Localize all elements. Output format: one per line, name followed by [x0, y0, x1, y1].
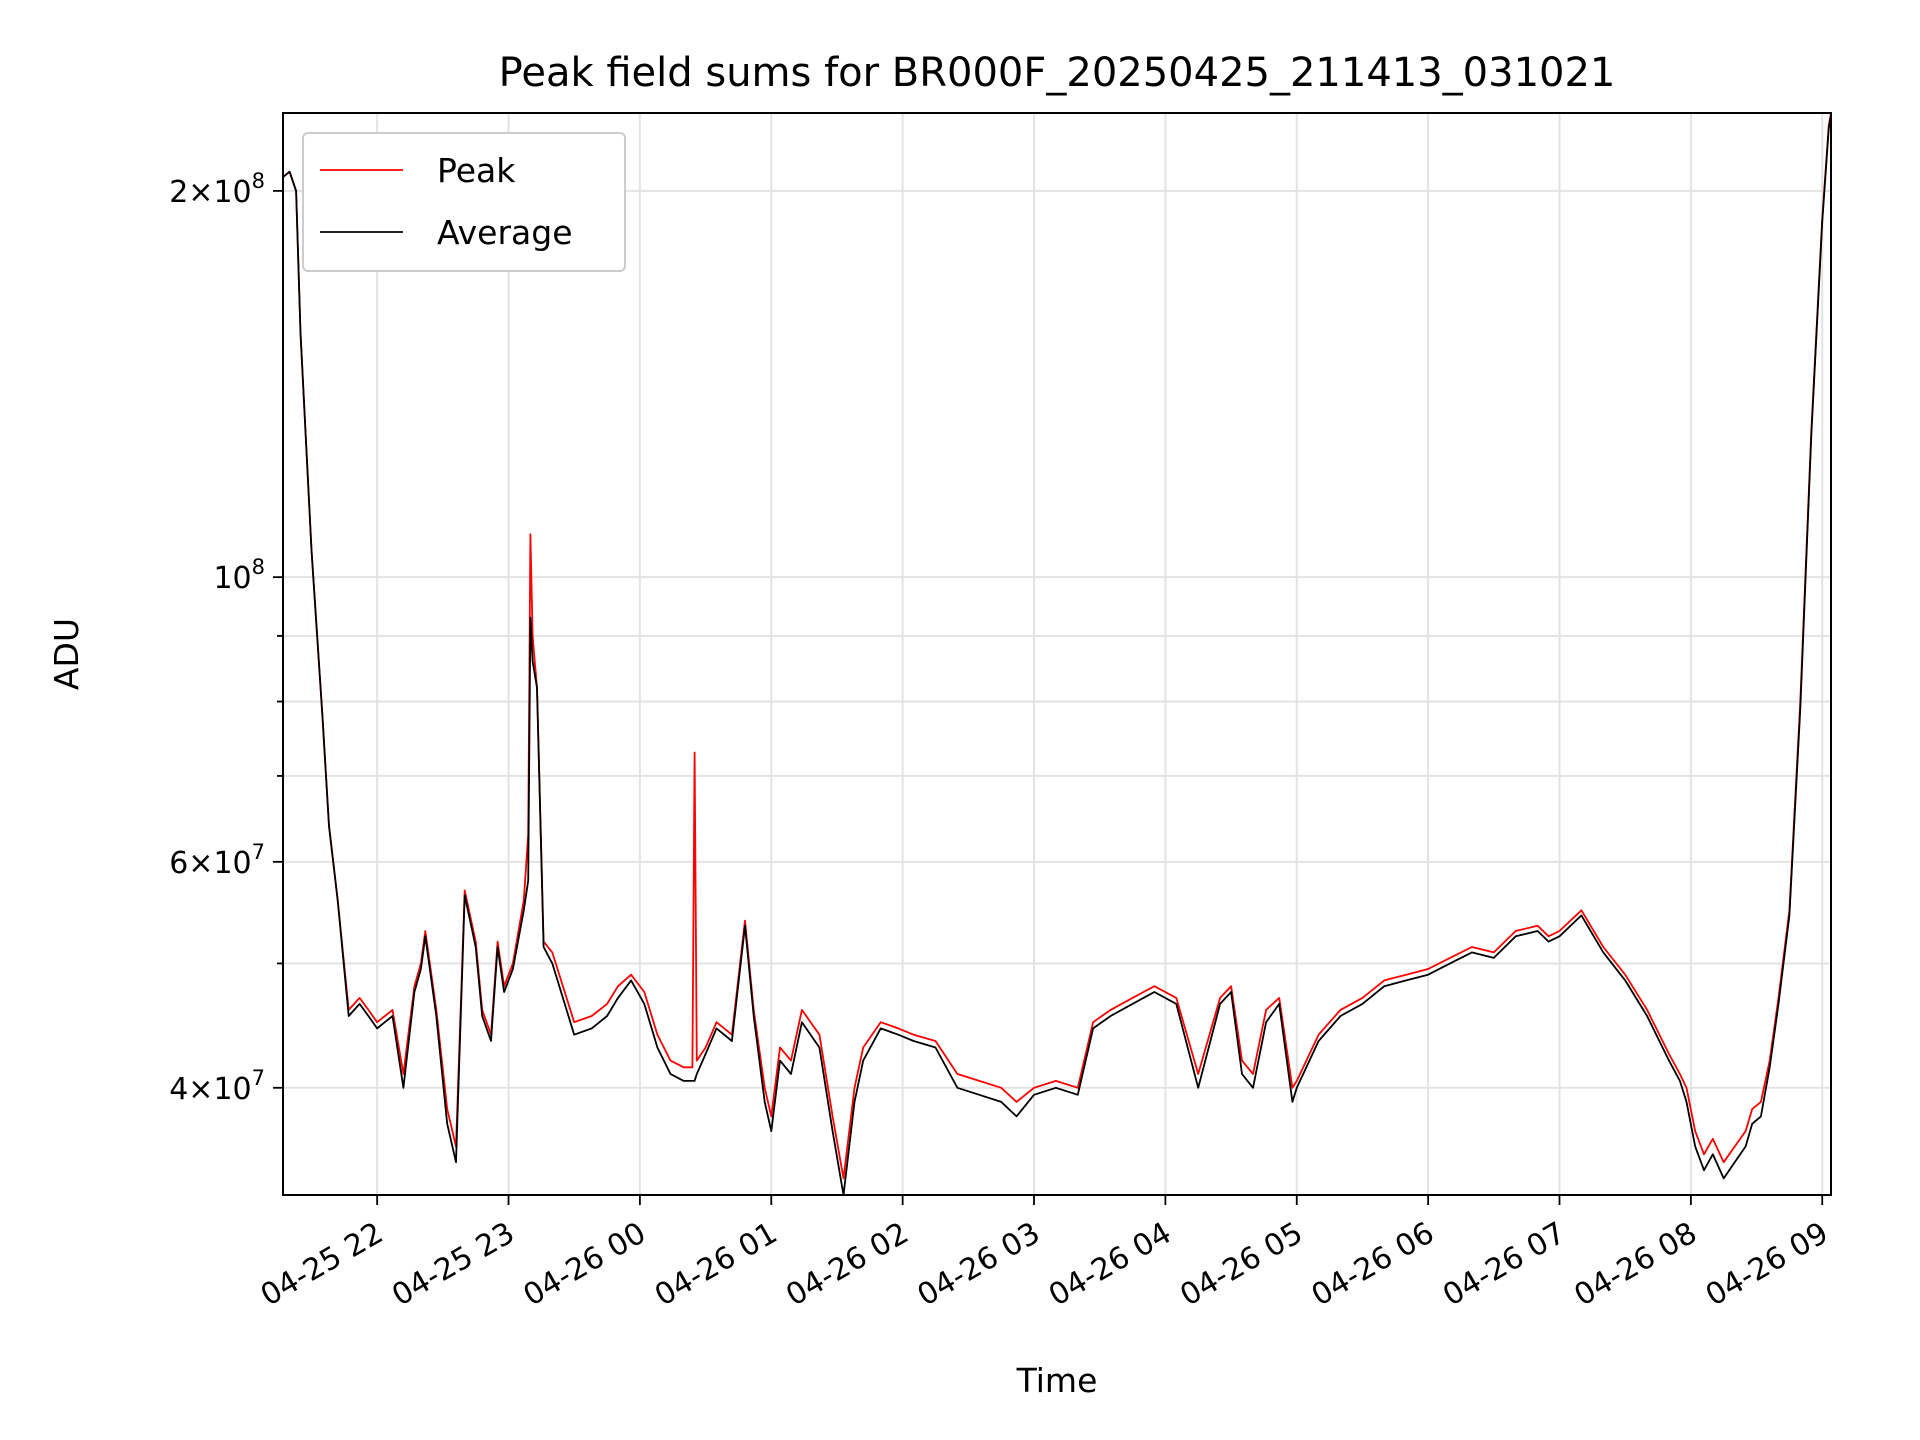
y-tick-label: 6×107: [169, 840, 265, 881]
y-axis: 4×107 6×107 108 2×108: [169, 169, 283, 1107]
y-tick-label: 4×107: [169, 1066, 265, 1107]
x-axis-label: Time: [1016, 1361, 1098, 1400]
legend: Peak Average: [302, 132, 626, 272]
series-line-average: [283, 115, 1831, 1195]
legend-label-average: Average: [437, 213, 573, 252]
legend-label-peak: Peak: [437, 151, 516, 190]
legend-box: [302, 132, 626, 272]
plot-frame: [282, 112, 1832, 1196]
y-tick-label: 108: [213, 555, 265, 596]
chart-title: Peak field sums for BR000F_20250425_2114…: [499, 50, 1616, 96]
series-line-peak: [283, 113, 1831, 1180]
y-tick-label: 2×108: [169, 169, 265, 210]
y-axis-label: ADU: [47, 618, 86, 690]
series-layer: [283, 113, 1831, 1195]
